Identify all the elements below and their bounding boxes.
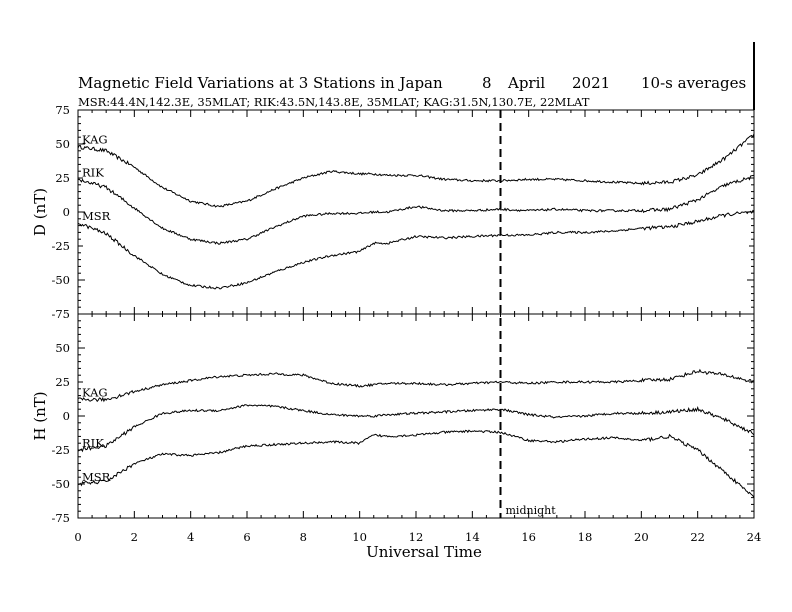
y-tick-label: -25 [51,443,70,457]
x-tick-label: 0 [74,530,81,544]
chart-title: Magnetic Field Variations at 3 Stations … [78,74,443,92]
date-day: 8 [482,74,492,92]
x-tick-label: 22 [690,530,705,544]
date-year: 2021 [572,74,610,92]
series-line-msr-top [77,209,755,290]
y-tick-label: 50 [55,341,70,355]
x-tick-label: 18 [578,530,593,544]
y-tick-label: 75 [55,103,70,117]
x-tick-label: 2 [131,530,138,544]
x-axis-label: Universal Time [366,543,482,561]
panel-frame-h [77,313,755,519]
y-axis-label-d: D (nT) [31,188,49,236]
x-tick-label: 4 [187,530,194,544]
x-tick-label: 14 [465,530,480,544]
series-line-rik-bottom [77,404,755,453]
y-tick-label: -50 [51,477,70,491]
y-tick-label: 25 [55,171,70,185]
panel-frame-d [77,109,755,315]
y-tick-label: 50 [55,137,70,151]
station-label-rik: RIK [82,165,104,179]
station-label-rik: RIK [82,436,104,450]
x-tick-label: 12 [409,530,424,544]
midnight-label: midnight [506,504,557,517]
x-tick-label: 6 [243,530,250,544]
date-month: April [507,74,545,92]
series-labels: KAG RIK MSR KAG RIK MSR [82,133,111,484]
series-lines [77,133,755,498]
series-line-kag-top [77,133,755,208]
x-tick-label: 20 [634,530,649,544]
y-tick-label: -75 [51,307,70,321]
station-label-msr: MSR [82,209,111,223]
averaging-label: 10-s averages [641,74,746,92]
y-tick-label: -50 [51,273,70,287]
x-tick-label: 16 [521,530,536,544]
station-label-kag: KAG [82,133,108,147]
x-tick-label: 10 [352,530,367,544]
x-tick-label: 8 [300,530,307,544]
station-label-kag: KAG [82,386,108,400]
y-tick-label: -25 [51,239,70,253]
series-line-kag-bottom [77,368,755,403]
series-line-msr-bottom [77,429,755,498]
series-line-rik-top [77,174,755,245]
y-tick-label: 25 [55,375,70,389]
y-tick-label: 0 [63,409,70,423]
y-tick-label: 0 [63,205,70,219]
y-axis-label-h: H (nT) [31,391,49,440]
station-label-msr: MSR [82,470,111,484]
y-tick-label: -75 [51,511,70,525]
station-coordinates: MSR:44.4N,142.3E, 35MLAT; RIK:43.5N,143.… [78,95,590,109]
x-tick-label: 24 [747,530,762,544]
